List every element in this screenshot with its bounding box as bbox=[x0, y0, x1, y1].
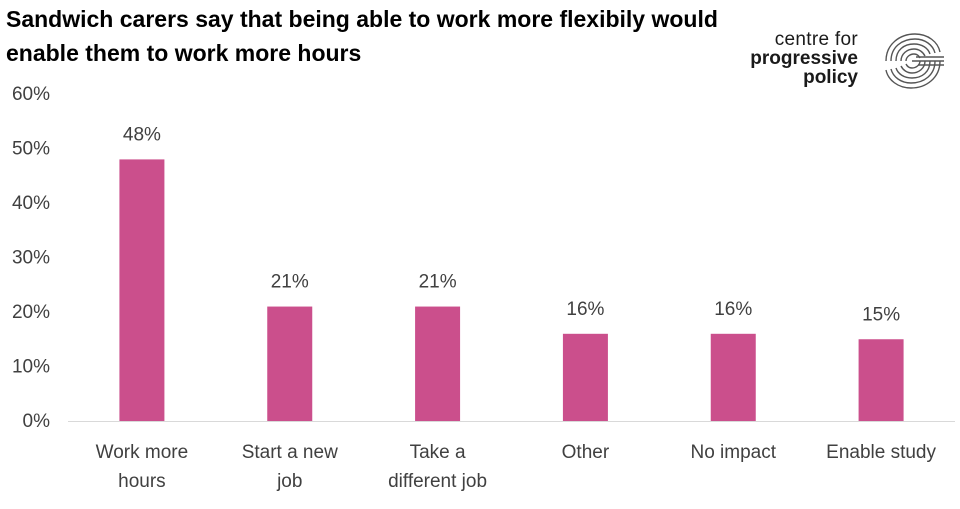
logo-line-1: centre for bbox=[774, 29, 858, 50]
x-tick-label: Start a new job bbox=[242, 442, 338, 492]
swirl-logo-icon bbox=[885, 33, 944, 89]
data-label: 16% bbox=[714, 299, 752, 320]
y-tick-label: 60% bbox=[12, 84, 50, 105]
data-label: 48% bbox=[123, 124, 161, 145]
data-label: 21% bbox=[419, 272, 457, 293]
logo-line-3: policy bbox=[803, 67, 858, 88]
bar bbox=[710, 333, 756, 421]
logo-line-2: progressive bbox=[750, 48, 858, 69]
y-tick-label: 10% bbox=[12, 357, 50, 378]
bar bbox=[858, 339, 904, 421]
bar bbox=[562, 333, 608, 421]
x-tick-label: Enable study bbox=[826, 442, 936, 463]
logo-wordmark: centre for progressive policy bbox=[750, 30, 858, 87]
bar bbox=[415, 306, 461, 421]
x-tick-label: Take a different job bbox=[388, 442, 487, 492]
y-tick-label: 40% bbox=[12, 193, 50, 214]
y-tick-label: 0% bbox=[23, 411, 51, 432]
category-labels: Work more hours Start a new job Take a differ… bbox=[96, 442, 937, 492]
value-labels: 48% 21% 21% 16% 16% 15% bbox=[123, 124, 900, 325]
bar bbox=[119, 159, 165, 421]
x-tick-label: Work more hours bbox=[96, 442, 189, 492]
y-axis-ticks: 0% 10% 20% 30% 40% 50% 60% bbox=[12, 84, 50, 432]
data-label: 16% bbox=[566, 299, 604, 320]
bar bbox=[267, 306, 313, 421]
bars bbox=[119, 159, 904, 421]
data-label: 15% bbox=[862, 304, 900, 325]
data-label: 21% bbox=[271, 272, 309, 293]
cpp-logo: centre for progressive policy bbox=[738, 30, 950, 94]
y-tick-label: 50% bbox=[12, 139, 50, 160]
y-tick-label: 30% bbox=[12, 248, 50, 269]
x-tick-label: No impact bbox=[690, 442, 776, 463]
y-tick-label: 20% bbox=[12, 302, 50, 323]
x-tick-label: Other bbox=[562, 442, 610, 463]
chart-title: Sandwich carers say that being able to w… bbox=[6, 6, 718, 66]
